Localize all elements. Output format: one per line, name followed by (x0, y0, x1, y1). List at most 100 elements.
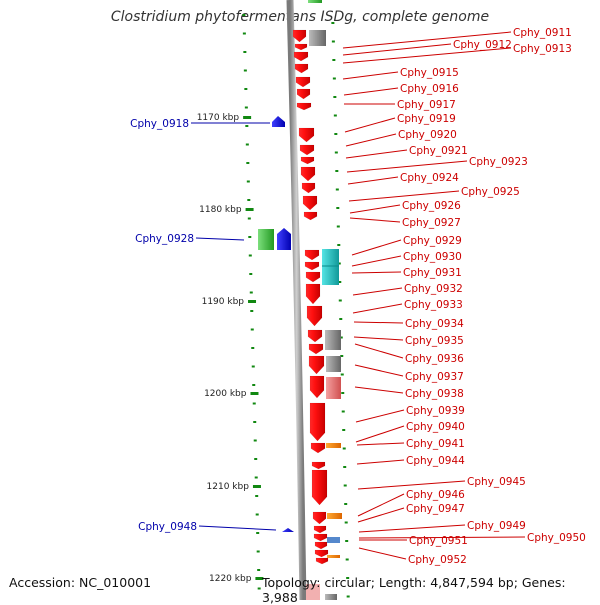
minor-tick (250, 328, 254, 331)
forward-gene-label: Cphy_0946 (406, 489, 465, 501)
forward-gene-label: Cphy_0916 (400, 83, 459, 95)
forward-gene-label: Cphy_0917 (397, 99, 456, 111)
forward-gene-arrow (296, 88, 311, 100)
minor-tick (249, 273, 253, 275)
pink-gene-block (326, 377, 341, 399)
forward-gene-arrow (303, 211, 318, 221)
forward-gene-label: Cphy_0941 (406, 438, 465, 450)
strand-tick (332, 59, 336, 61)
strand-tick (341, 392, 345, 394)
forward-gene-arrow (292, 29, 307, 43)
strand-tick (331, 22, 335, 24)
forward-gene-leader-line (348, 190, 460, 202)
forward-gene-label: Cphy_0915 (400, 67, 459, 79)
minor-tick (245, 143, 249, 146)
forward-gene-leader-line (352, 287, 403, 296)
forward-gene-arrow (309, 375, 325, 399)
forward-gene-label: Cphy_0929 (403, 235, 462, 247)
forward-gene-leader-line (342, 47, 512, 64)
forward-gene-arrow (300, 156, 315, 165)
forward-gene-leader-line (351, 239, 402, 256)
forward-gene-arrow (311, 469, 328, 506)
strand-tick (345, 540, 349, 542)
forward-gene-label: Cphy_0911 (513, 27, 572, 39)
forward-gene-leader-line (356, 459, 405, 465)
reverse-gene-arrow (272, 116, 285, 127)
scale-label: 1220 kbp (209, 574, 252, 584)
forward-gene-arrow (304, 261, 320, 271)
forward-gene-arrow (294, 63, 309, 74)
strand-tick (335, 188, 339, 191)
forward-gene-leader-line (349, 204, 401, 214)
strand-tick (342, 447, 346, 450)
gray-gene-block (309, 30, 326, 46)
minor-tick (247, 217, 251, 220)
reverse-gene-label: Cphy_0928 (135, 233, 194, 245)
major-tick (248, 300, 257, 303)
forward-gene-arrow (302, 195, 318, 211)
forward-gene-arrow (314, 549, 329, 558)
forward-gene-leader-line (355, 425, 405, 443)
forward-gene-leader-line (357, 480, 466, 490)
forward-gene-label: Cphy_0940 (406, 421, 465, 433)
forward-gene-label: Cphy_0935 (405, 335, 464, 347)
minor-tick (255, 513, 259, 516)
minor-tick (253, 439, 257, 442)
forward-gene-arrow (308, 355, 325, 375)
forward-gene-arrow (313, 533, 328, 542)
minor-tick (243, 69, 247, 72)
minor-tick (242, 32, 246, 35)
major-tick (243, 116, 252, 119)
forward-gene-arrow (294, 43, 308, 51)
topology-text: Topology: circular; Length: 4,847,594 bp… (262, 575, 566, 605)
forward-gene-label: Cphy_0934 (405, 318, 464, 330)
reverse-gene-arrow (282, 528, 294, 532)
forward-gene-arrow (296, 102, 312, 111)
forward-gene-leader-line (355, 409, 405, 423)
teal-gene-block (322, 249, 339, 285)
forward-gene-leader-line (344, 117, 396, 133)
forward-gene-arrow (307, 329, 323, 343)
major-tick (245, 208, 254, 211)
minor-tick (242, 14, 246, 16)
forward-gene-arrow (305, 283, 321, 305)
forward-gene-label: Cphy_0939 (406, 405, 465, 417)
strand-tick (343, 466, 347, 468)
scale-label: 1190 kbp (202, 297, 245, 307)
minor-tick (251, 347, 255, 349)
forward-gene-label: Cphy_0919 (397, 113, 456, 125)
forward-gene-arrow (315, 557, 329, 565)
forward-gene-arrow (313, 525, 327, 534)
major-tick (255, 577, 264, 580)
minor-tick (256, 532, 260, 534)
reverse-gene-label: Cphy_0918 (130, 118, 189, 130)
orange-gene-block (326, 443, 341, 448)
forward-gene-leader-line (356, 442, 405, 446)
forward-gene-arrow (306, 305, 323, 327)
forward-gene-arrow (308, 343, 324, 355)
strand-tick (345, 558, 349, 561)
forward-gene-label: Cphy_0912 (453, 39, 512, 51)
forward-gene-arrow (311, 461, 326, 470)
forward-gene-arrow (293, 51, 309, 62)
forward-gene-label: Cphy_0938 (405, 388, 464, 400)
forward-gene-arrow (305, 271, 321, 283)
major-tick (250, 392, 259, 395)
forward-gene-label: Cphy_0950 (527, 532, 586, 544)
minor-tick (254, 476, 258, 479)
minor-tick (254, 458, 258, 460)
forward-gene-label: Cphy_0920 (398, 129, 457, 141)
forward-gene-label: Cphy_0926 (402, 200, 461, 212)
scale-label: 1170 kbp (197, 113, 240, 123)
forward-gene-label: Cphy_0930 (403, 251, 462, 263)
strand-tick (340, 373, 344, 376)
forward-gene-leader-line (342, 31, 512, 49)
minor-tick (244, 106, 248, 109)
strand-tick (333, 96, 337, 98)
forward-gene-arrow (295, 76, 311, 88)
strand-tick (339, 336, 343, 339)
reverse-gene-label: Cphy_0948 (138, 521, 197, 533)
strand-tick (335, 170, 339, 172)
strand-tick (339, 318, 343, 320)
forward-gene-leader-line (358, 536, 526, 539)
